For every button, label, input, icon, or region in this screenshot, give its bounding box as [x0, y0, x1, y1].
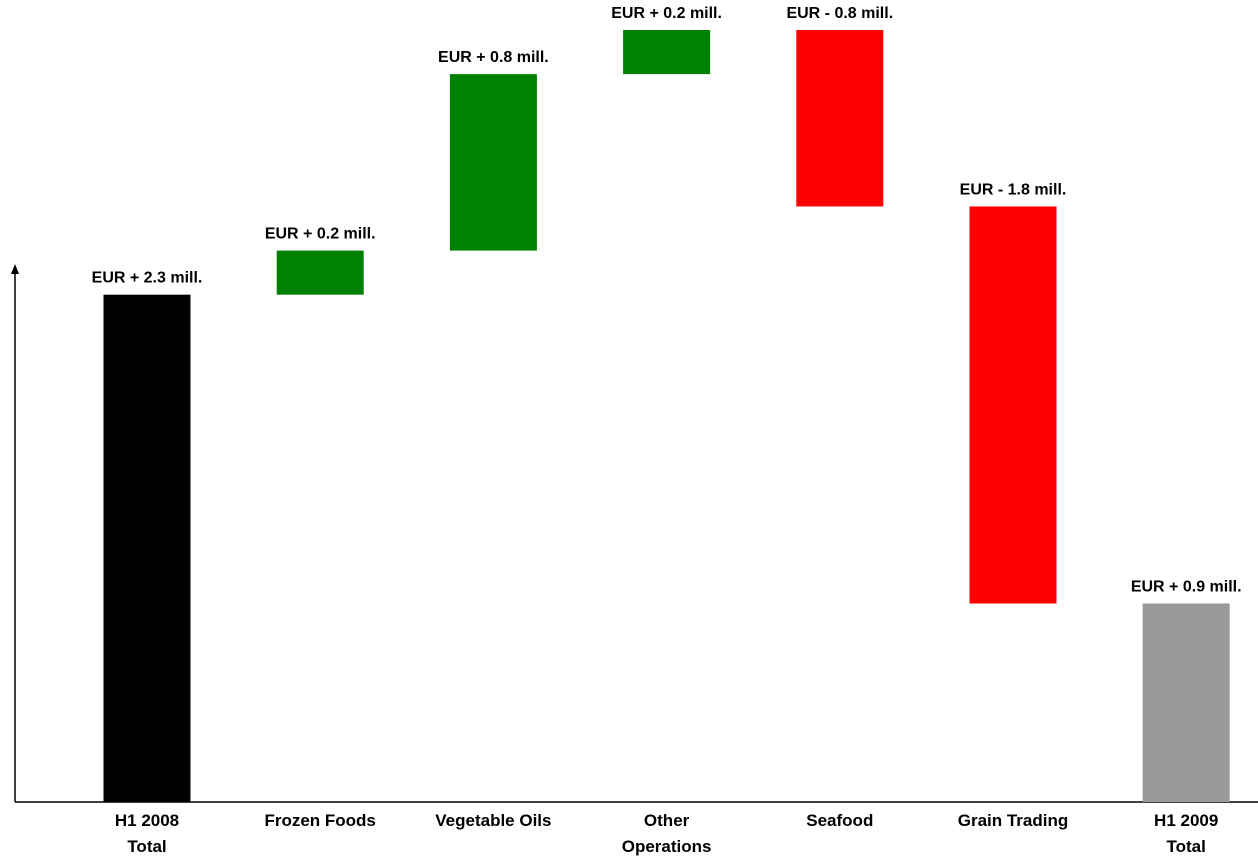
- value-label: EUR + 0.2 mill.: [611, 5, 722, 22]
- x-tick-label: Other Operations: [621, 811, 712, 856]
- x-tick-label: Seafood: [806, 811, 874, 830]
- value-label: EUR + 0.2 mill.: [265, 226, 376, 243]
- x-tick-label: Grain Trading: [957, 811, 1069, 830]
- value-label: EUR + 0.8 mill.: [438, 49, 549, 66]
- bar: [449, 74, 537, 251]
- value-label: EUR - 0.8 mill.: [786, 5, 893, 22]
- y-axis-arrow: [11, 264, 19, 274]
- bar: [103, 294, 191, 802]
- x-tick-label: Vegetable Oils: [435, 811, 552, 830]
- value-label: EUR + 2.3 mill.: [92, 270, 203, 287]
- bar: [623, 30, 711, 75]
- x-tick-label: Frozen Foods: [264, 811, 376, 830]
- value-label: EUR + 0.9 mill.: [1131, 578, 1242, 595]
- bar: [276, 250, 364, 295]
- bar: [969, 206, 1057, 604]
- value-label: EUR - 1.8 mill.: [960, 181, 1067, 198]
- bar: [796, 30, 884, 207]
- x-tick-label: H1 2009 Total: [1154, 811, 1219, 856]
- bar: [1142, 603, 1230, 802]
- x-tick-label: H1 2008 Total: [114, 811, 180, 856]
